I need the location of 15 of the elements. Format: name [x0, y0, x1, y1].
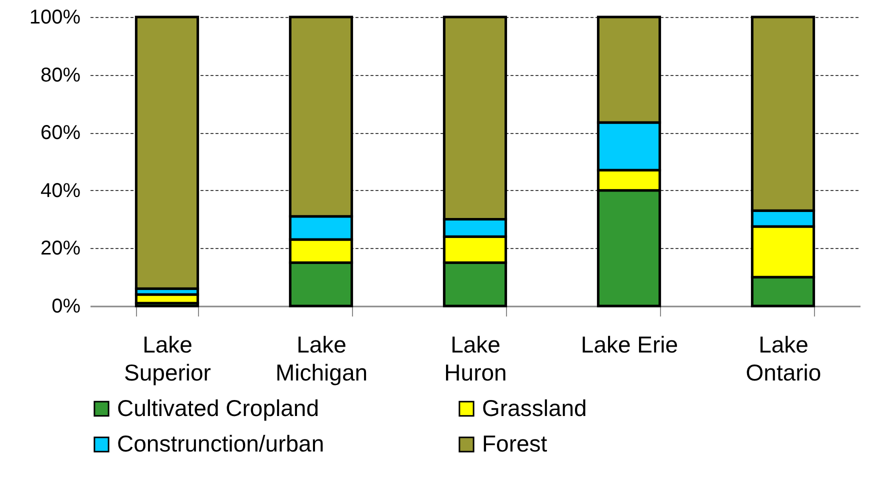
x-tick-label: Lake Huron — [444, 332, 507, 386]
x-tick-label: Lake Superior — [124, 332, 212, 386]
legend-label: Construnction/urban — [117, 430, 324, 456]
legend-label: Grassland — [482, 394, 587, 421]
legend-label: Cultivated Cropland — [117, 394, 320, 421]
y-tick-label: 20% — [40, 238, 81, 260]
y-tick-label: 0% — [52, 296, 81, 318]
y-tick-label: 100% — [29, 6, 81, 28]
x-tick-label: Lake Erie — [580, 332, 678, 358]
legend-label: Forest — [482, 430, 548, 456]
y-tick-label: 40% — [40, 180, 81, 202]
y-tick-label: 60% — [40, 122, 81, 144]
x-tick-label: Lake Ontario — [746, 332, 822, 386]
y-tick-label: 80% — [40, 64, 81, 86]
x-tick-label: Lake Michigan — [275, 332, 368, 386]
